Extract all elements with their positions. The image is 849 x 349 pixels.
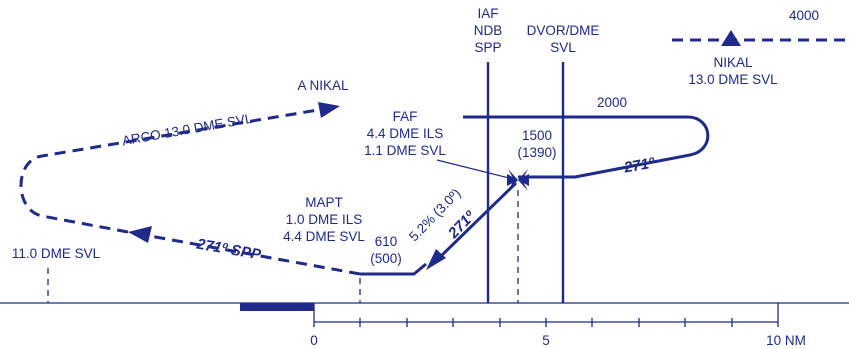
arco-arrow-icon bbox=[318, 102, 340, 118]
missed-arrow-icon bbox=[128, 226, 152, 243]
mapt-label-3: 4.4 DME SVL bbox=[283, 229, 365, 244]
final-approach-path bbox=[438, 181, 518, 259]
iaf-label-3: SPP bbox=[474, 40, 501, 55]
arco-label: ARCO 13.0 DME SVL bbox=[121, 111, 254, 149]
faf-label-1: FAF bbox=[393, 109, 418, 124]
iaf-label-2: NDB bbox=[474, 23, 503, 38]
dvor-label-2: SVL bbox=[550, 40, 576, 55]
mapt-altitude-label: 610 bbox=[375, 234, 398, 249]
faf-label-3: 1.1 DME SVL bbox=[364, 143, 446, 158]
procedure-turn-track bbox=[463, 115, 710, 179]
mapt-label-2: 1.0 DME ILS bbox=[286, 212, 363, 227]
scale-label-0: 0 bbox=[310, 333, 318, 348]
faf-altitude-label: 1500 bbox=[522, 128, 552, 143]
svl-11-label: 11.0 DME SVL bbox=[12, 246, 101, 261]
faf-height-label: (1390) bbox=[517, 145, 556, 160]
altitude-4000-label: 4000 bbox=[789, 8, 819, 23]
faf-leader-line bbox=[436, 159, 514, 180]
dvor-label-1: DVOR/DME bbox=[527, 23, 600, 38]
scale-label-5: 5 bbox=[542, 333, 550, 348]
nikal-label-2: 13.0 DME SVL bbox=[688, 72, 778, 87]
scale-bar-solid bbox=[240, 303, 314, 311]
final-arrow-icon bbox=[426, 249, 446, 270]
scale-label-10: 10 NM bbox=[766, 333, 806, 348]
mapt-level-segment bbox=[360, 262, 427, 276]
faf-label-2: 4.4 DME ILS bbox=[367, 126, 444, 141]
outbound-course-label: 271º bbox=[622, 154, 657, 176]
iaf-label-1: IAF bbox=[477, 6, 498, 21]
nikal-label-1: NIKAL bbox=[713, 55, 753, 70]
missed-course-label: 271º SPP bbox=[194, 235, 263, 263]
triangle-fix-icon bbox=[721, 30, 741, 46]
mapt-label-1: MAPT bbox=[305, 195, 343, 210]
arco-loop-path bbox=[19, 108, 319, 234]
altitude-2000-label: 2000 bbox=[597, 95, 627, 110]
mapt-height-label: (500) bbox=[370, 251, 402, 266]
a-nikal-label: A NIKAL bbox=[297, 78, 349, 93]
